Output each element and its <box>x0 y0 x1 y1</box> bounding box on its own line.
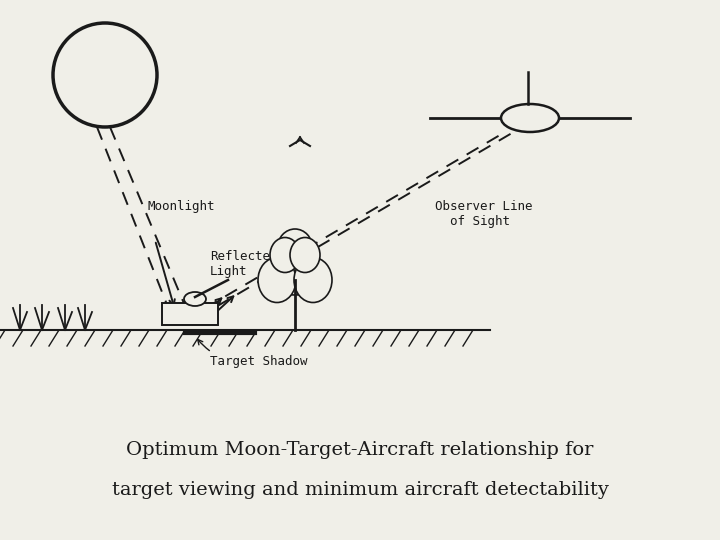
Text: Observer Line
  of Sight: Observer Line of Sight <box>435 200 533 228</box>
Ellipse shape <box>277 229 312 267</box>
Bar <box>162 303 218 325</box>
Text: Optimum Moon-Target-Aircraft relationship for: Optimum Moon-Target-Aircraft relationshi… <box>126 441 594 459</box>
Ellipse shape <box>294 258 332 302</box>
Ellipse shape <box>270 235 320 295</box>
Ellipse shape <box>258 258 296 302</box>
Ellipse shape <box>290 238 320 273</box>
Ellipse shape <box>184 292 206 306</box>
Ellipse shape <box>501 104 559 132</box>
Text: target viewing and minimum aircraft detectability: target viewing and minimum aircraft dete… <box>112 481 608 499</box>
Text: Reflected
Light: Reflected Light <box>210 250 277 278</box>
Ellipse shape <box>270 238 300 273</box>
Text: Moonlight: Moonlight <box>148 200 215 213</box>
Text: Target Shadow: Target Shadow <box>198 340 307 368</box>
